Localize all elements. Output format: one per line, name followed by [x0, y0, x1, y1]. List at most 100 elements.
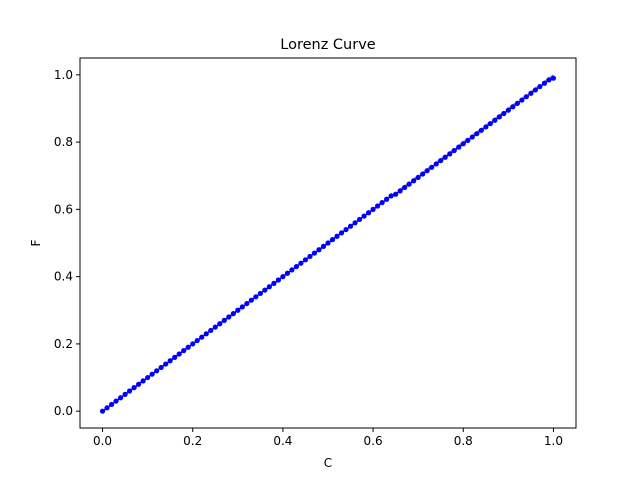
data-point [226, 314, 232, 320]
data-point [275, 277, 281, 283]
data-point [325, 240, 331, 246]
data-point [136, 381, 142, 387]
data-point [199, 334, 205, 340]
data-point [338, 230, 345, 236]
x-tick-label: 0.2 [183, 434, 202, 448]
data-point [361, 213, 367, 219]
y-tick-label: 0.0 [54, 404, 73, 418]
x-tick-label: 1.0 [544, 434, 563, 448]
data-point [514, 100, 520, 107]
data-point [429, 164, 435, 170]
data-point [311, 250, 318, 256]
data-point [230, 311, 236, 317]
data-point [108, 401, 115, 408]
data-point [99, 408, 106, 414]
data-point [447, 151, 453, 157]
data-point [411, 178, 417, 184]
data-point [496, 114, 502, 120]
data-point [131, 385, 137, 391]
data-point [406, 181, 412, 187]
data-point [190, 341, 196, 347]
data-point [262, 287, 268, 293]
y-tick-label: 0.2 [54, 337, 73, 351]
data-point [203, 331, 209, 337]
data-point [393, 191, 399, 197]
data-point [370, 206, 376, 212]
data-point [433, 161, 439, 167]
data-point [235, 307, 241, 313]
data-point [420, 171, 426, 177]
data-point [474, 131, 480, 137]
data-point [451, 147, 457, 154]
data-point [546, 77, 552, 83]
data-point [140, 378, 146, 384]
y-tick-label: 1.0 [54, 68, 73, 82]
data-point [501, 110, 507, 117]
data-point [271, 280, 277, 286]
series-layer [99, 75, 557, 414]
data-point [402, 184, 408, 191]
x-axis: 0.0 0.2 0.4 0.6 0.8 1.0 [93, 428, 563, 448]
data-point [289, 267, 295, 273]
data-point [424, 168, 430, 174]
data-point [167, 358, 173, 364]
data-point [537, 83, 543, 90]
data-point [483, 124, 489, 130]
x-tick-label: 0.6 [364, 434, 383, 448]
data-point [127, 388, 133, 394]
data-point [248, 297, 254, 303]
data-point [158, 364, 164, 371]
data-point [334, 233, 340, 239]
data-point [478, 127, 484, 133]
data-point [505, 107, 511, 113]
data-point [415, 174, 421, 181]
data-point [550, 75, 557, 81]
y-tick-label: 0.4 [54, 270, 73, 284]
data-point [356, 216, 363, 223]
data-point [266, 284, 272, 290]
data-point [104, 405, 110, 411]
data-point [154, 368, 160, 374]
y-axis-label: F [29, 239, 43, 246]
y-tick-label: 0.8 [54, 135, 73, 149]
data-point [307, 253, 313, 260]
y-tick-label: 0.6 [54, 202, 73, 216]
data-point [469, 134, 475, 140]
plot-frame [79, 57, 577, 429]
data-point [284, 270, 291, 276]
data-point [163, 361, 169, 367]
data-point [302, 257, 309, 263]
data-point [329, 237, 336, 243]
data-point [347, 223, 354, 229]
data-point [510, 104, 516, 110]
data-point [113, 398, 119, 404]
data-point [532, 87, 539, 93]
data-point [438, 157, 444, 164]
data-point [181, 348, 187, 354]
data-point [244, 300, 250, 307]
data-point [253, 294, 259, 300]
data-point [519, 97, 525, 103]
data-point [145, 374, 151, 381]
data-point [280, 274, 286, 280]
data-point [208, 327, 214, 334]
data-point [352, 220, 358, 226]
y-axis: 0.0 0.2 0.4 0.6 0.8 1.0 [54, 68, 80, 418]
data-point [388, 193, 394, 199]
x-tick-label: 0.4 [273, 434, 292, 448]
data-point [456, 144, 462, 150]
data-point [365, 210, 372, 216]
x-axis-label: C [324, 456, 332, 470]
data-point [298, 260, 304, 266]
data-point [343, 226, 349, 233]
data-point [460, 141, 466, 147]
x-tick-label: 0.0 [93, 434, 112, 448]
data-point [541, 80, 548, 86]
data-point [320, 243, 327, 249]
data-point [185, 344, 191, 350]
x-tick-label: 0.8 [454, 434, 473, 448]
data-point [465, 137, 471, 144]
data-point [176, 351, 182, 357]
data-point [293, 263, 300, 270]
